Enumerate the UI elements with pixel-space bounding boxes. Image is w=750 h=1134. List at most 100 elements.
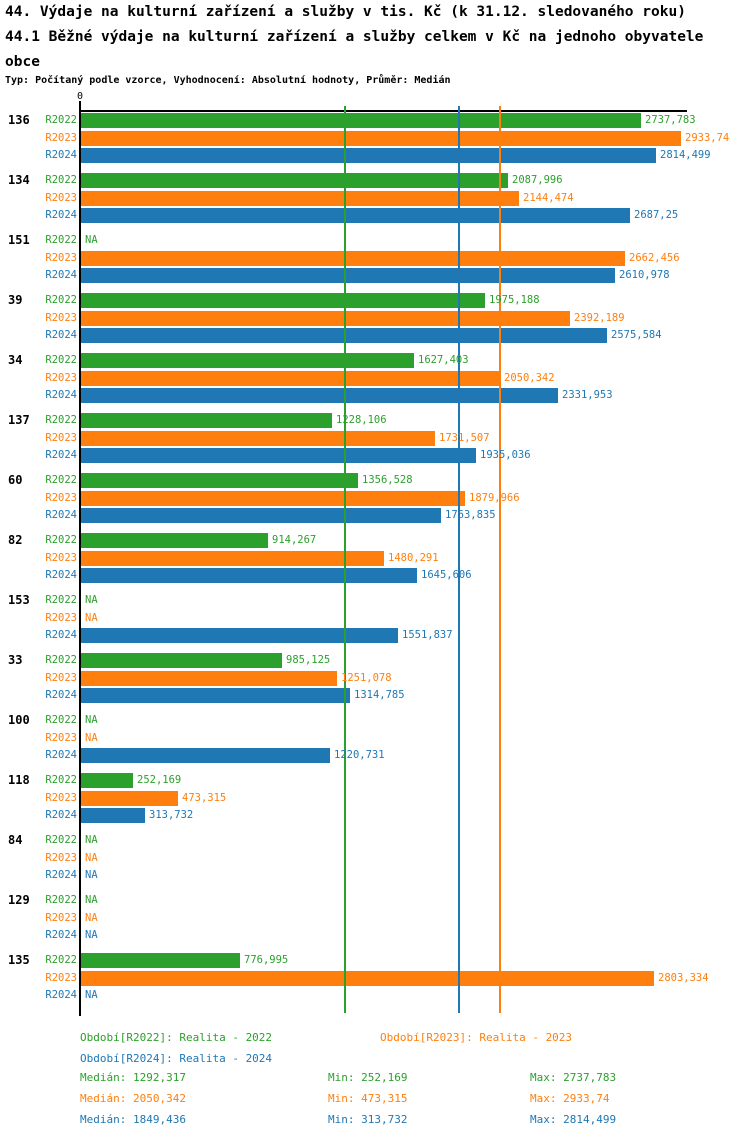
series-row-label-r2023: R2023 bbox=[45, 432, 77, 444]
series-row-label-r2022: R2022 bbox=[45, 234, 77, 246]
bar-value-label-135-r2023: 2803,334 bbox=[658, 972, 709, 984]
bar-136-r2022 bbox=[81, 113, 641, 128]
page-title-line1: 44. Výdaje na kulturní zařízení a služby… bbox=[5, 4, 686, 20]
series-row-label-r2022: R2022 bbox=[45, 834, 77, 846]
series-row-label-r2023: R2023 bbox=[45, 252, 77, 264]
legend-item-r2023: Období[R2023]: Realita - 2023 bbox=[380, 1031, 573, 1044]
bar-value-label-33-r2023: 1251,078 bbox=[341, 672, 392, 684]
stat-min-r2022: Min: 252,169 bbox=[328, 1071, 408, 1084]
chart-subtitle: Typ: Počítaný podle vzorce, Vyhodnocení:… bbox=[5, 75, 451, 86]
series-row-label-r2022: R2022 bbox=[45, 474, 77, 486]
series-row-label-r2024: R2024 bbox=[45, 209, 77, 221]
bar-60-r2022 bbox=[81, 473, 358, 488]
group-id-label: 34 bbox=[8, 353, 23, 367]
median-line-r2024 bbox=[458, 106, 460, 1013]
na-label-153-r2023: NA bbox=[85, 612, 98, 624]
group-id-label: 153 bbox=[8, 593, 30, 607]
series-row-label-r2024: R2024 bbox=[45, 689, 77, 701]
bar-33-r2024 bbox=[81, 688, 350, 703]
na-label-129-r2024: NA bbox=[85, 929, 98, 941]
series-row-label-r2023: R2023 bbox=[45, 912, 77, 924]
series-row-label-r2023: R2023 bbox=[45, 132, 77, 144]
series-row-label-r2024: R2024 bbox=[45, 929, 77, 941]
series-row-label-r2024: R2024 bbox=[45, 869, 77, 881]
bar-137-r2022 bbox=[81, 413, 332, 428]
na-label-100-r2023: NA bbox=[85, 732, 98, 744]
bar-value-label-136-r2022: 2737,783 bbox=[645, 114, 696, 126]
bar-118-r2024 bbox=[81, 808, 145, 823]
series-row-label-r2024: R2024 bbox=[45, 329, 77, 341]
bar-value-label-60-r2022: 1356,528 bbox=[362, 474, 413, 486]
bar-value-label-134-r2024: 2687,25 bbox=[634, 209, 679, 221]
series-row-label-r2022: R2022 bbox=[45, 294, 77, 306]
group-id-label: 82 bbox=[8, 533, 23, 547]
group-id-label: 60 bbox=[8, 473, 23, 487]
na-label-151-r2022: NA bbox=[85, 234, 98, 246]
bar-value-label-82-r2022: 914,267 bbox=[272, 534, 317, 546]
bar-134-r2023 bbox=[81, 191, 519, 206]
stat-max-r2024: Max: 2814,499 bbox=[530, 1113, 617, 1126]
bar-135-r2022 bbox=[81, 953, 240, 968]
series-row-label-r2022: R2022 bbox=[45, 594, 77, 606]
bar-value-label-118-r2023: 473,315 bbox=[182, 792, 227, 804]
bar-value-label-33-r2024: 1314,785 bbox=[354, 689, 405, 701]
series-row-label-r2024: R2024 bbox=[45, 449, 77, 461]
series-row-label-r2024: R2024 bbox=[45, 989, 77, 1001]
na-label-153-r2022: NA bbox=[85, 594, 98, 606]
bar-82-r2022 bbox=[81, 533, 268, 548]
bar-39-r2022 bbox=[81, 293, 485, 308]
series-row-label-r2023: R2023 bbox=[45, 972, 77, 984]
stat-max-r2022: Max: 2737,783 bbox=[530, 1071, 617, 1084]
bar-33-r2023 bbox=[81, 671, 337, 686]
bar-value-label-137-r2023: 1731,507 bbox=[439, 432, 490, 444]
median-line-r2023 bbox=[499, 106, 501, 1013]
page-title-line3: obce bbox=[5, 54, 40, 70]
series-row-label-r2022: R2022 bbox=[45, 414, 77, 426]
series-row-label-r2022: R2022 bbox=[45, 954, 77, 966]
na-label-84-r2023: NA bbox=[85, 852, 98, 864]
bar-39-r2024 bbox=[81, 328, 607, 343]
group-id-label: 151 bbox=[8, 233, 30, 247]
stat-median-r2022: Medián: 1292,317 bbox=[80, 1071, 186, 1084]
bar-134-r2024 bbox=[81, 208, 630, 223]
bar-33-r2022 bbox=[81, 653, 282, 668]
bar-153-r2024 bbox=[81, 628, 398, 643]
bar-34-r2024 bbox=[81, 388, 558, 403]
bar-value-label-39-r2024: 2575,584 bbox=[611, 329, 662, 341]
bar-value-label-39-r2022: 1975,188 bbox=[489, 294, 540, 306]
bar-value-label-137-r2022: 1228,106 bbox=[336, 414, 387, 426]
bar-118-r2022 bbox=[81, 773, 133, 788]
bar-value-label-34-r2023: 2050,342 bbox=[504, 372, 555, 384]
stat-median-r2024: Medián: 1849,436 bbox=[80, 1113, 186, 1126]
bar-34-r2022 bbox=[81, 353, 414, 368]
bar-39-r2023 bbox=[81, 311, 570, 326]
bar-value-label-153-r2024: 1551,837 bbox=[402, 629, 453, 641]
group-id-label: 135 bbox=[8, 953, 30, 967]
series-row-label-r2023: R2023 bbox=[45, 372, 77, 384]
bar-82-r2023 bbox=[81, 551, 384, 566]
series-row-label-r2024: R2024 bbox=[45, 149, 77, 161]
series-row-label-r2024: R2024 bbox=[45, 509, 77, 521]
bar-value-label-134-r2023: 2144,474 bbox=[523, 192, 574, 204]
series-row-label-r2022: R2022 bbox=[45, 774, 77, 786]
series-row-label-r2022: R2022 bbox=[45, 114, 77, 126]
bar-value-label-100-r2024: 1220,731 bbox=[334, 749, 385, 761]
axis-zero-tick-label: 0 bbox=[76, 91, 84, 102]
y-axis-line bbox=[79, 101, 81, 1016]
series-row-label-r2024: R2024 bbox=[45, 749, 77, 761]
group-id-label: 136 bbox=[8, 113, 30, 127]
series-row-label-r2022: R2022 bbox=[45, 534, 77, 546]
group-id-label: 134 bbox=[8, 173, 30, 187]
series-row-label-r2022: R2022 bbox=[45, 174, 77, 186]
page-title-line2: 44.1 Běžné výdaje na kulturní zařízení a… bbox=[5, 29, 704, 45]
bar-value-label-39-r2023: 2392,189 bbox=[574, 312, 625, 324]
series-row-label-r2023: R2023 bbox=[45, 612, 77, 624]
bar-134-r2022 bbox=[81, 173, 508, 188]
group-id-label: 33 bbox=[8, 653, 23, 667]
bar-60-r2024 bbox=[81, 508, 441, 523]
stat-min-r2023: Min: 473,315 bbox=[328, 1092, 408, 1105]
bar-82-r2024 bbox=[81, 568, 417, 583]
series-row-label-r2023: R2023 bbox=[45, 492, 77, 504]
